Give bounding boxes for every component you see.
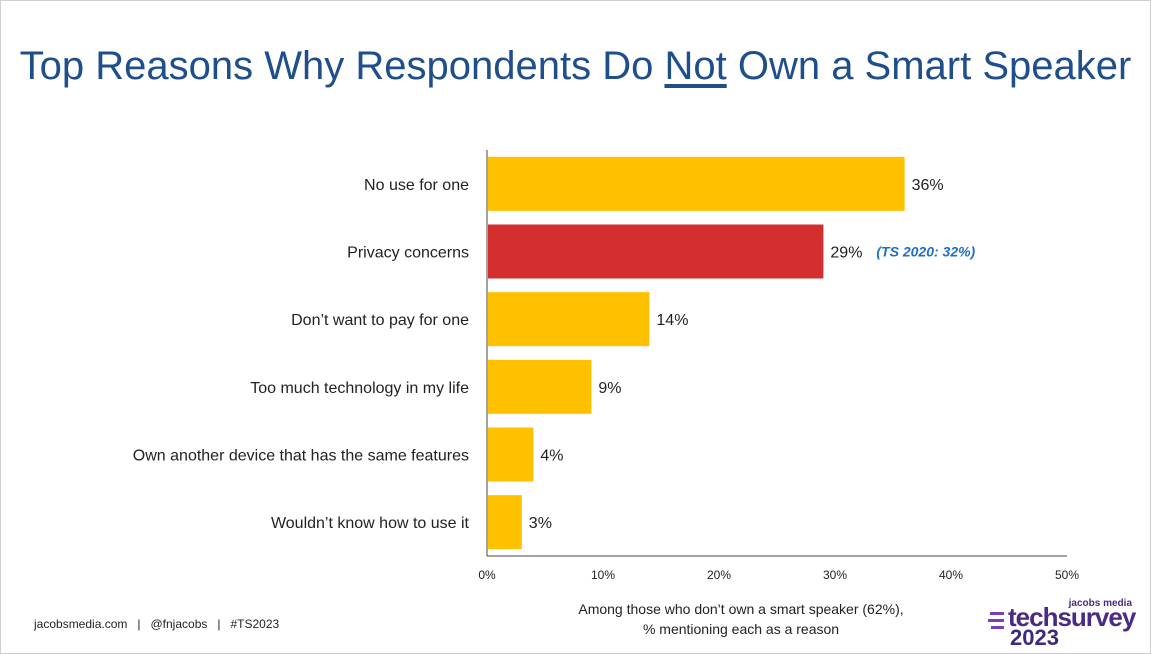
data-label: 9% — [598, 380, 621, 397]
title-emphasis: Not — [664, 44, 727, 88]
category-label: Don’t want to pay for one — [291, 312, 469, 329]
category-label: Own another device that has the same fea… — [133, 448, 469, 465]
data-label: 4% — [540, 448, 563, 465]
data-label: 3% — [529, 515, 552, 532]
title-part-1: Top Reasons Why Respondents Do — [19, 44, 665, 88]
data-label: 14% — [656, 312, 688, 329]
footer-links: jacobsmedia.com | @fnjacobs | #TS2023 — [34, 617, 280, 631]
chart-caption: Among those who don’t own a smart speake… — [536, 599, 946, 639]
caption-line-2: % mentioning each as a reason — [642, 621, 840, 637]
category-label: Wouldn’t know how to use it — [271, 515, 470, 532]
x-tick-label: 0% — [478, 568, 496, 582]
bar — [488, 359, 592, 414]
data-label: 29% — [830, 245, 862, 262]
comparison-annotation: (TS 2020: 32%) — [876, 244, 975, 260]
x-tick-label: 40% — [939, 568, 963, 582]
x-tick-label: 10% — [591, 568, 615, 582]
logo-main-text: techsurvey — [1008, 602, 1136, 632]
techsurvey-logo: jacobs media techsurvey 2023 — [988, 598, 1148, 650]
logo-top-text: jacobs media — [1068, 598, 1132, 609]
bar — [488, 292, 650, 347]
category-label: Too much technology in my life — [250, 380, 469, 397]
data-label: 36% — [912, 177, 944, 194]
x-tick-label: 20% — [707, 568, 731, 582]
bar — [488, 224, 824, 279]
bar — [488, 427, 534, 482]
category-label: Privacy concerns — [347, 245, 469, 262]
x-tick-label: 50% — [1055, 568, 1079, 582]
x-tick-label: 30% — [823, 568, 847, 582]
bar — [488, 156, 905, 211]
caption-line-1: Among those who don’t own a smart speake… — [578, 601, 904, 617]
title-part-2: Own a Smart Speaker — [726, 44, 1132, 88]
bar — [488, 495, 522, 550]
logo-year: 2023 — [1010, 625, 1059, 650]
logo-speed-lines — [988, 612, 1004, 629]
category-label: No use for one — [364, 177, 469, 194]
page-title: Top Reasons Why Respondents Do Not Own a… — [0, 44, 1151, 89]
